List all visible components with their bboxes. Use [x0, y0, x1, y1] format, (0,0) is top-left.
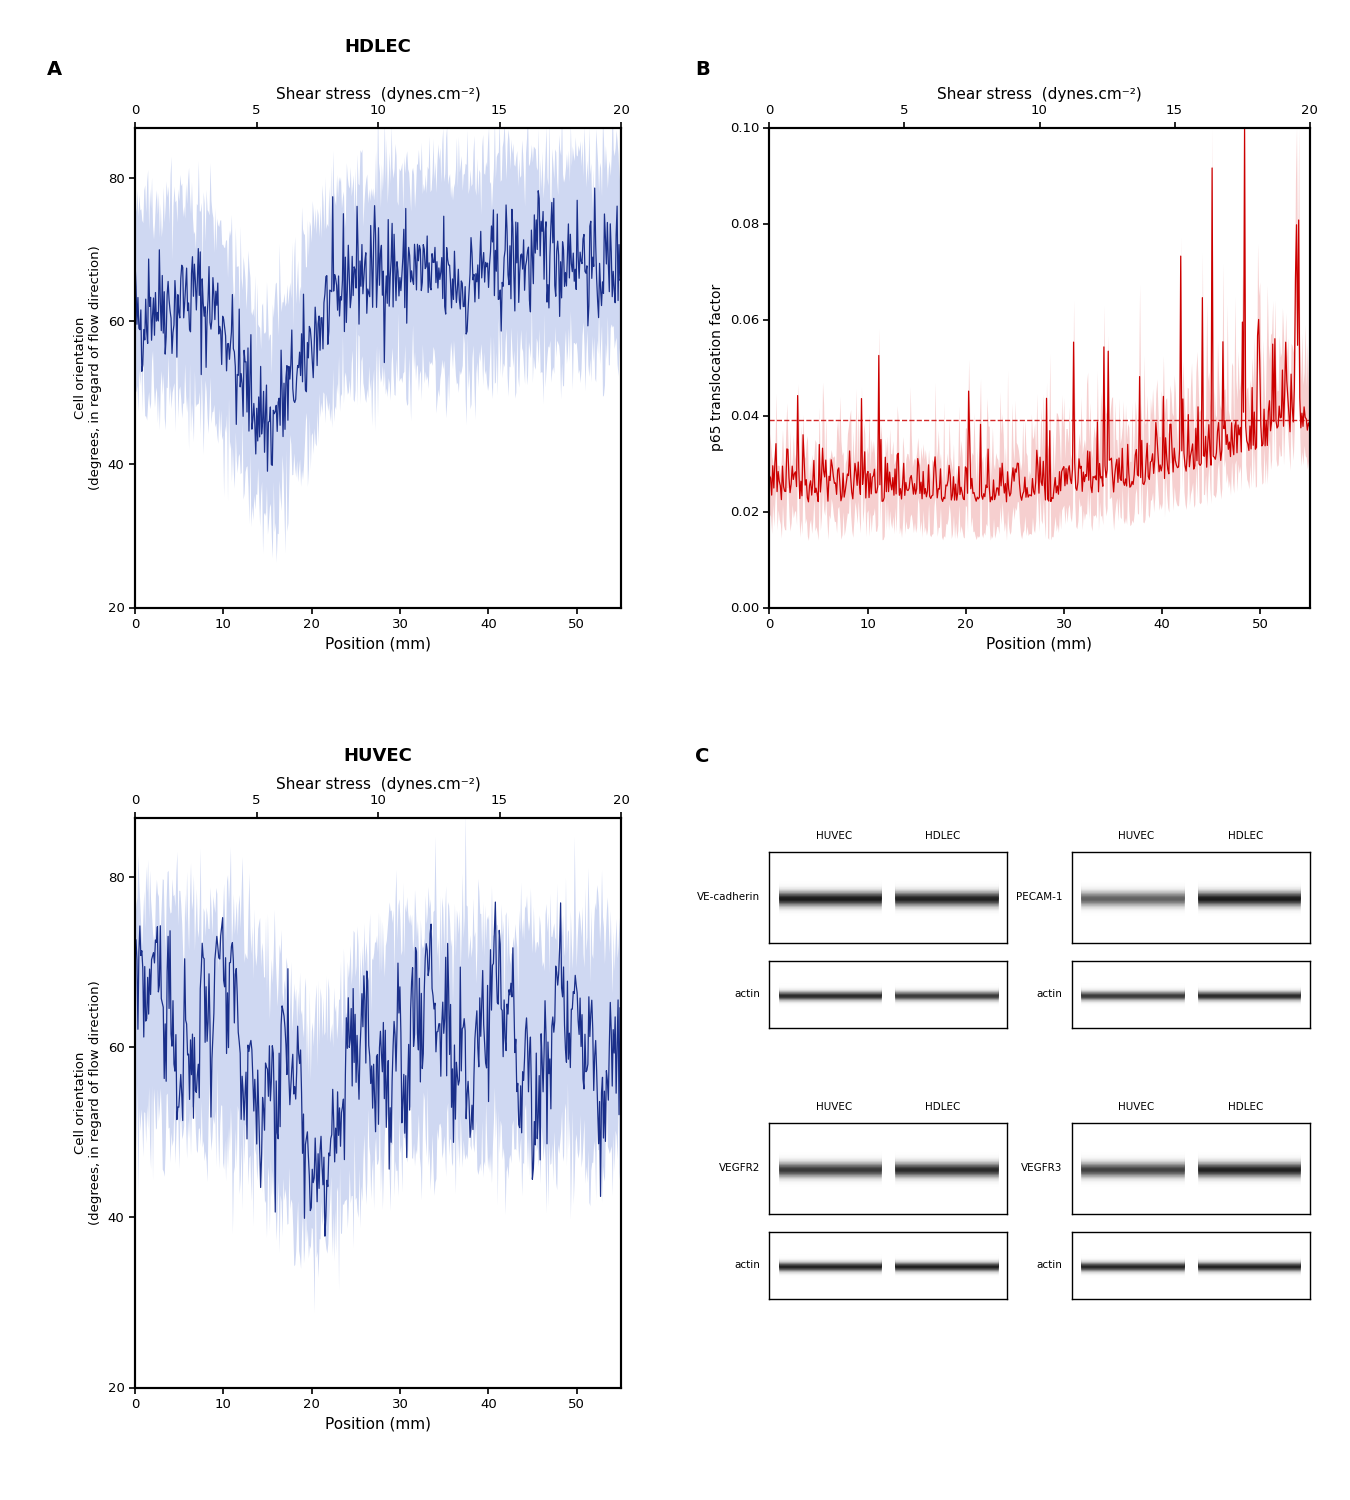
Text: PECAM-1: PECAM-1	[1017, 892, 1062, 903]
Text: A: A	[47, 60, 62, 80]
Text: HUVEC: HUVEC	[815, 831, 852, 842]
X-axis label: Shear stress  (dynes.cm⁻²): Shear stress (dynes.cm⁻²)	[275, 777, 481, 792]
Text: VEGFR2: VEGFR2	[718, 1164, 760, 1173]
Text: actin: actin	[734, 990, 760, 999]
Y-axis label: Cell orientation
(degrees, in regard of flow direction): Cell orientation (degrees, in regard of …	[74, 980, 103, 1226]
Text: HDLEC: HDLEC	[1227, 831, 1264, 842]
Text: actin: actin	[734, 1260, 760, 1270]
Text: actin: actin	[1037, 990, 1062, 999]
Text: HDLEC: HDLEC	[1227, 1102, 1264, 1112]
Y-axis label: Cell orientation
(degrees, in regard of flow direction): Cell orientation (degrees, in regard of …	[74, 244, 103, 490]
Text: HDLEC: HDLEC	[925, 1102, 961, 1112]
Text: HDLEC: HDLEC	[344, 38, 412, 56]
X-axis label: Position (mm): Position (mm)	[987, 636, 1092, 651]
X-axis label: Shear stress  (dynes.cm⁻²): Shear stress (dynes.cm⁻²)	[275, 87, 481, 102]
Text: HUVEC: HUVEC	[343, 747, 413, 765]
Text: VEGFR3: VEGFR3	[1021, 1164, 1062, 1173]
X-axis label: Position (mm): Position (mm)	[325, 636, 431, 651]
Y-axis label: p65 translocation factor: p65 translocation factor	[710, 284, 724, 452]
Text: HUVEC: HUVEC	[1118, 831, 1154, 842]
Text: HUVEC: HUVEC	[815, 1102, 852, 1112]
Text: B: B	[695, 60, 710, 80]
Text: HUVEC: HUVEC	[1118, 1102, 1154, 1112]
Text: HDLEC: HDLEC	[925, 831, 961, 842]
Text: actin: actin	[1037, 1260, 1062, 1270]
X-axis label: Position (mm): Position (mm)	[325, 1416, 431, 1431]
X-axis label: Shear stress  (dynes.cm⁻²): Shear stress (dynes.cm⁻²)	[937, 87, 1142, 102]
Text: VE-cadherin: VE-cadherin	[697, 892, 760, 903]
Text: C: C	[695, 747, 710, 766]
